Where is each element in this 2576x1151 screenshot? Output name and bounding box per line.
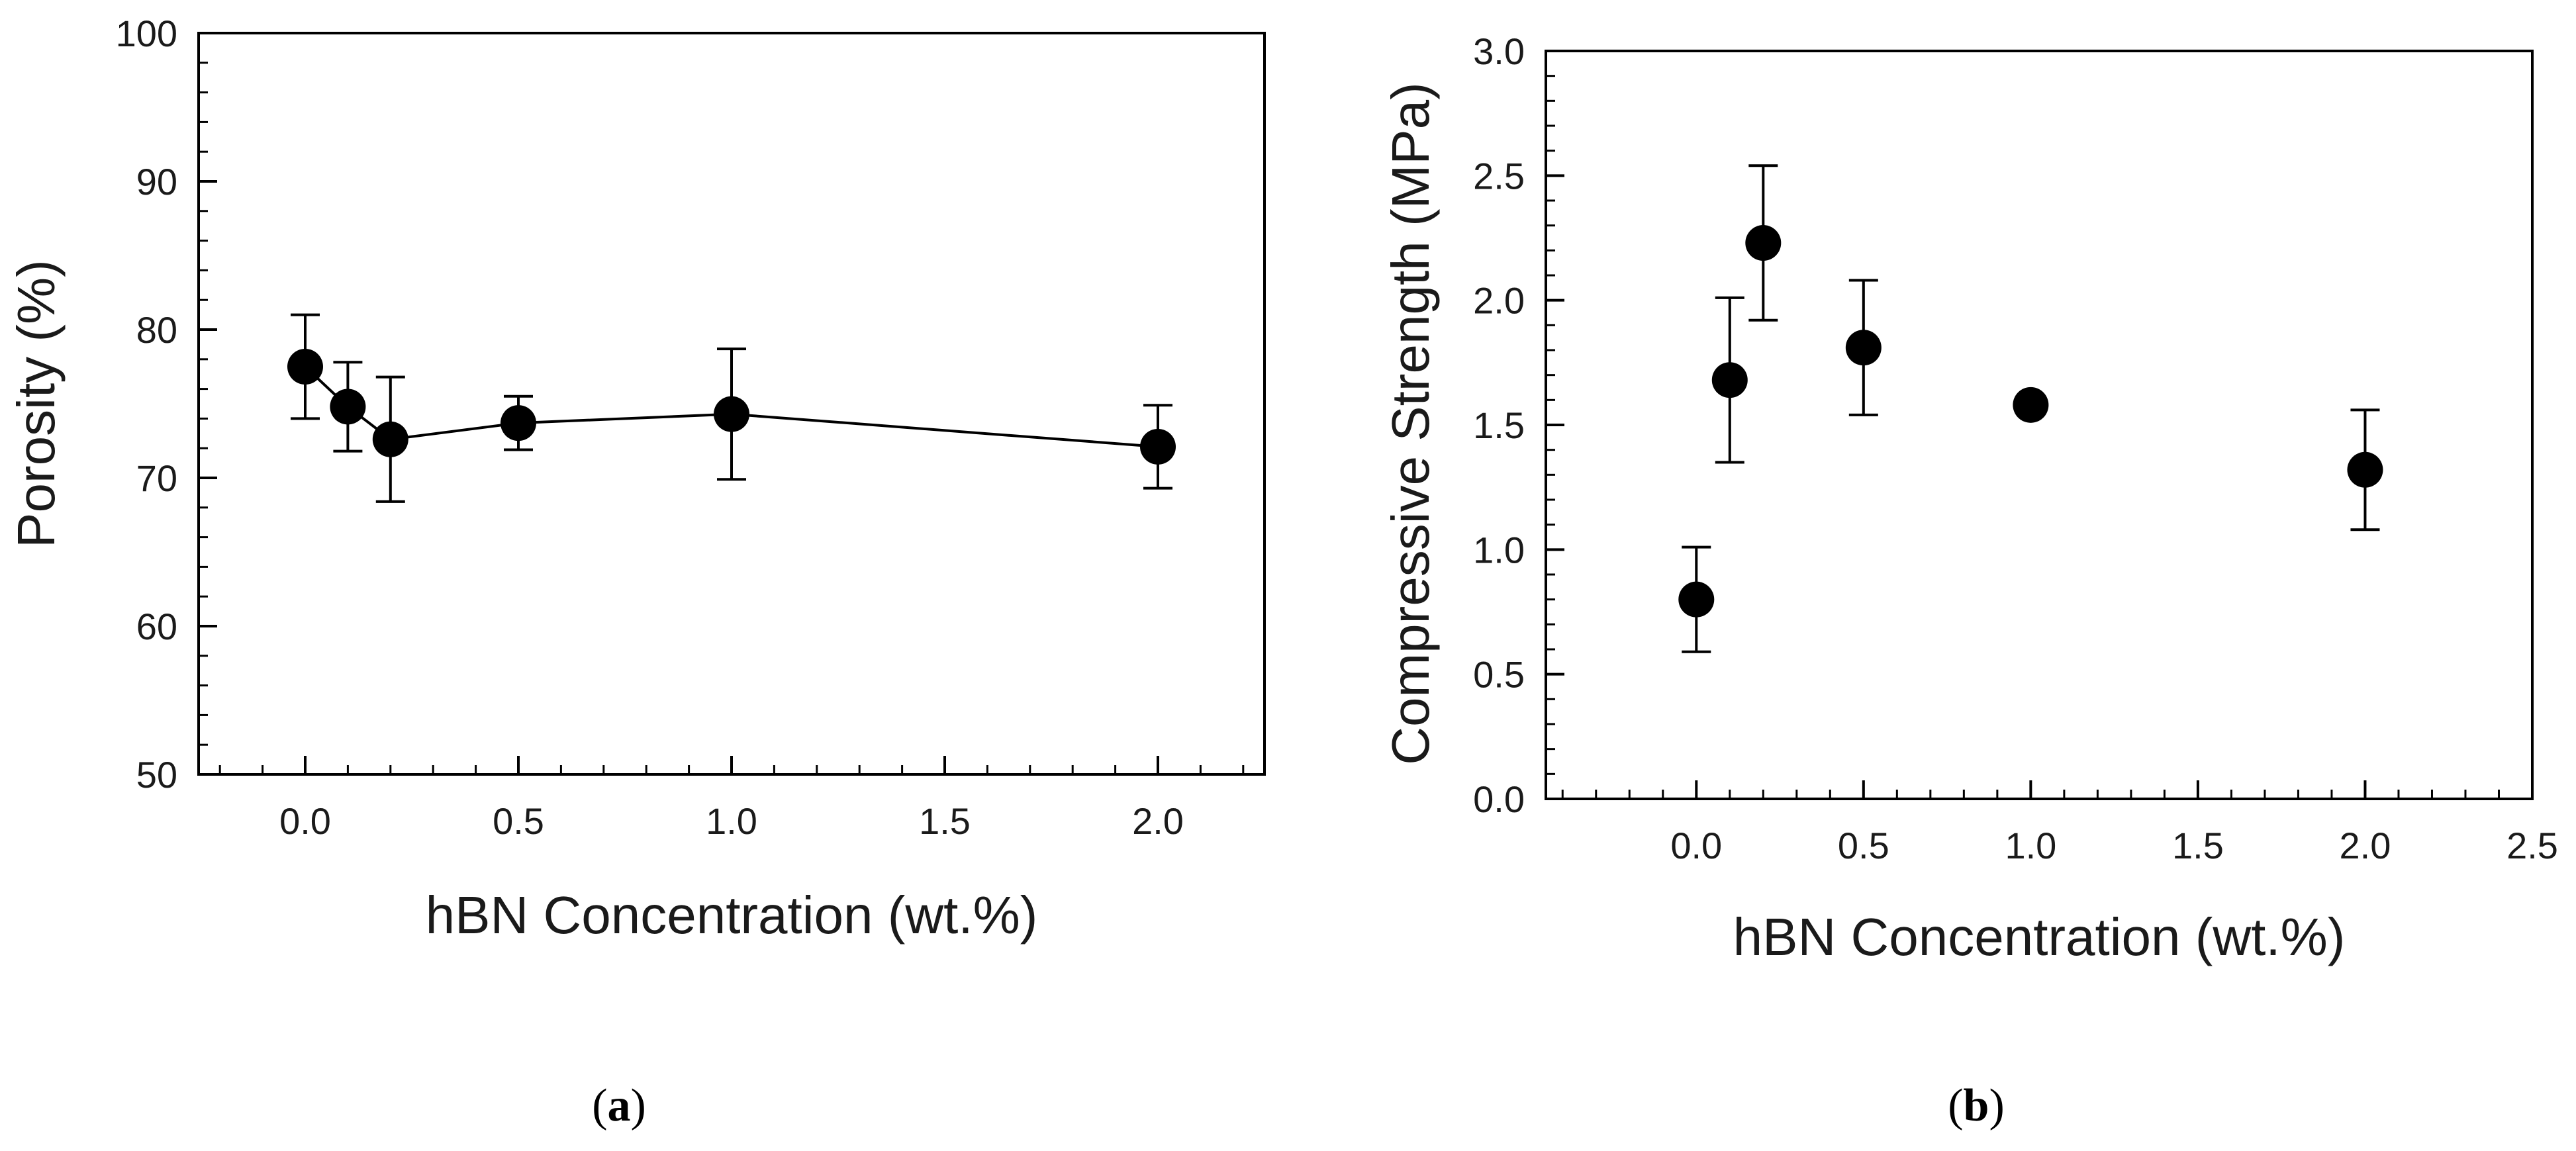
x-tick-label: 1.0 <box>706 800 757 842</box>
y-tick-label: 3.0 <box>1473 30 1525 72</box>
data-point <box>372 421 408 457</box>
y-tick-label: 0.0 <box>1473 778 1525 820</box>
x-axis-title-a: hBN Concentration (wt.%) <box>426 886 1038 944</box>
x-tick-label: 0.0 <box>279 800 331 842</box>
data-points-a <box>287 349 1176 465</box>
y-tick-label: 1.0 <box>1473 529 1525 571</box>
y-axis-title-b: Compressive Strength (MPa) <box>1381 82 1440 764</box>
x-tick-labels-b: 0.0 0.5 1.0 1.5 2.0 2.5 <box>1670 825 2558 866</box>
x-tick-label: 0.5 <box>493 800 544 842</box>
x-tick-label: 0.5 <box>1838 825 1889 866</box>
y-tick-label: 2.0 <box>1473 280 1525 322</box>
ticks-a <box>199 32 1245 776</box>
data-point <box>714 396 749 432</box>
x-axis-title-b: hBN Concentration (wt.%) <box>1733 907 2346 966</box>
y-tick-label: 90 <box>136 161 177 203</box>
x-tick-label: 1.5 <box>919 800 971 842</box>
data-points-b <box>1678 225 2383 618</box>
x-tick-labels-a: 0.0 0.5 1.0 1.5 2.0 <box>279 800 1184 842</box>
x-tick-label: 2.5 <box>2506 825 2558 866</box>
data-point <box>501 405 536 441</box>
data-point <box>287 349 323 385</box>
data-point <box>1845 330 1882 366</box>
x-tick-label: 2.0 <box>1132 800 1184 842</box>
y-tick-label: 50 <box>136 754 177 796</box>
data-point <box>1140 428 1176 465</box>
x-tick-label: 0.0 <box>1670 825 1722 866</box>
y-tick-label: 100 <box>116 13 177 54</box>
y-tick-labels-b: 0.0 0.5 1.0 1.5 2.0 2.5 3.0 <box>1473 30 1525 820</box>
chart-panel-b: 0.0 0.5 1.0 1.5 2.0 2.5 0.0 0.5 1.0 1.5 2.0 2.5 3.0… <box>1381 30 2558 1131</box>
data-point <box>330 389 366 425</box>
data-point <box>2013 387 2049 423</box>
y-tick-label: 70 <box>136 457 177 499</box>
data-point <box>1678 581 1715 618</box>
y-tick-label: 0.5 <box>1473 654 1525 696</box>
y-tick-label: 60 <box>136 606 177 647</box>
y-tick-label: 2.5 <box>1473 155 1525 197</box>
y-tick-label: 80 <box>136 309 177 351</box>
data-point <box>2347 451 2383 488</box>
x-tick-label: 1.5 <box>2172 825 2224 866</box>
y-axis-title-a: Porosity (%) <box>7 259 66 548</box>
x-tick-label: 2.0 <box>2340 825 2391 866</box>
panel-label-a: (a) <box>592 1080 646 1131</box>
panel-label-b: (b) <box>1948 1080 2005 1131</box>
plot-frame-b <box>1545 50 2534 800</box>
chart-panel-a: 0.0 0.5 1.0 1.5 2.0 50 60 70 80 90 100 hBN Concen… <box>7 13 1266 1131</box>
y-tick-label: 1.5 <box>1473 404 1525 446</box>
y-tick-labels-a: 50 60 70 80 90 100 <box>116 13 177 796</box>
data-point <box>1711 362 1748 398</box>
x-tick-label: 1.0 <box>2005 825 2056 866</box>
data-point <box>1745 225 1782 261</box>
ticks-b <box>1546 50 2534 800</box>
